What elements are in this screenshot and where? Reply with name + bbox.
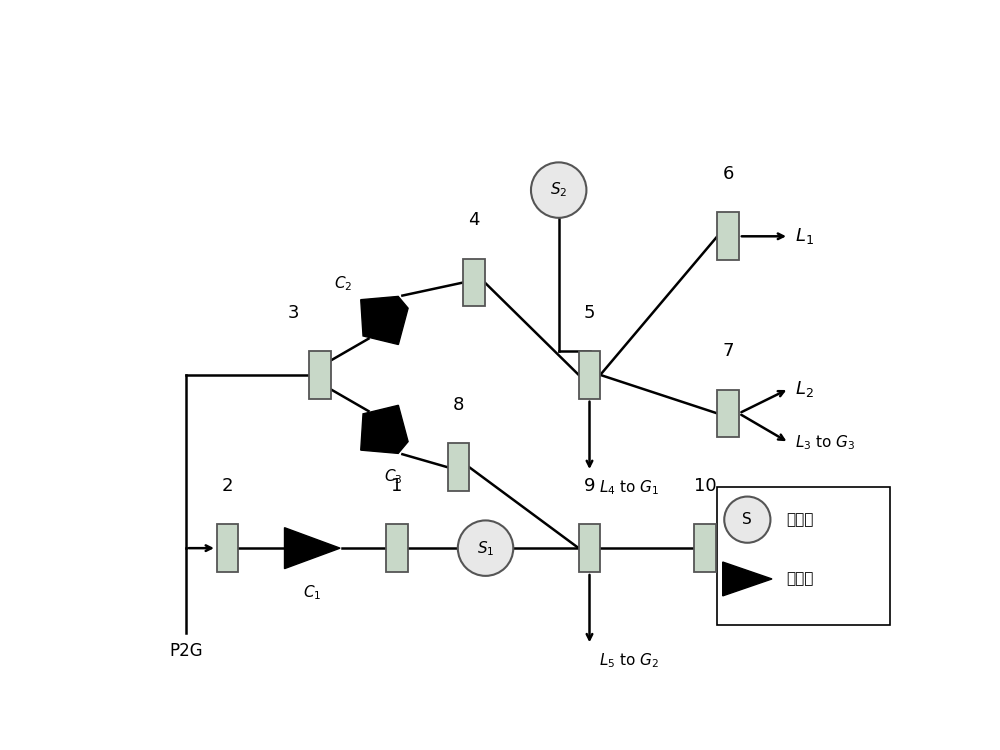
Text: 10: 10 <box>694 477 716 495</box>
Bar <box>463 259 485 306</box>
Bar <box>448 443 469 491</box>
Polygon shape <box>723 562 772 596</box>
Bar <box>717 389 739 437</box>
Bar <box>309 351 331 399</box>
Text: 7: 7 <box>722 342 734 360</box>
Text: $L_3$ to $G_3$: $L_3$ to $G_3$ <box>795 433 856 452</box>
Text: $S_2$: $S_2$ <box>550 181 567 200</box>
Text: P2G: P2G <box>169 642 203 660</box>
Text: $L_6$: $L_6$ <box>780 538 799 558</box>
Text: 压缩机: 压缩机 <box>786 572 813 586</box>
Text: 8: 8 <box>453 396 464 414</box>
Bar <box>694 524 716 572</box>
Text: 6: 6 <box>722 165 734 183</box>
Text: 9: 9 <box>584 477 595 495</box>
Bar <box>386 524 408 572</box>
Bar <box>579 524 600 572</box>
Text: $C_1$: $C_1$ <box>303 583 321 602</box>
Text: $L_5$ to $G_2$: $L_5$ to $G_2$ <box>599 651 659 670</box>
Text: 2: 2 <box>222 477 233 495</box>
Text: $L_4$ to $G_1$: $L_4$ to $G_1$ <box>599 478 659 496</box>
Text: $S_1$: $S_1$ <box>477 538 494 557</box>
Text: $L_1$: $L_1$ <box>795 226 814 246</box>
Circle shape <box>458 520 513 576</box>
Bar <box>579 351 600 399</box>
Polygon shape <box>361 296 408 344</box>
Text: $L_2$: $L_2$ <box>795 379 814 399</box>
Bar <box>717 212 739 260</box>
Polygon shape <box>361 405 408 454</box>
Text: 1: 1 <box>391 477 403 495</box>
Text: 4: 4 <box>468 211 480 230</box>
Text: $C_3$: $C_3$ <box>384 467 402 486</box>
Circle shape <box>531 163 586 218</box>
Text: S: S <box>742 512 752 527</box>
Bar <box>717 487 890 626</box>
Text: 气源点: 气源点 <box>786 512 813 527</box>
Bar <box>217 524 238 572</box>
Text: 3: 3 <box>287 304 299 322</box>
Polygon shape <box>285 528 340 568</box>
Text: $C_2$: $C_2$ <box>334 274 352 292</box>
Circle shape <box>724 496 770 543</box>
Text: 5: 5 <box>584 304 595 322</box>
